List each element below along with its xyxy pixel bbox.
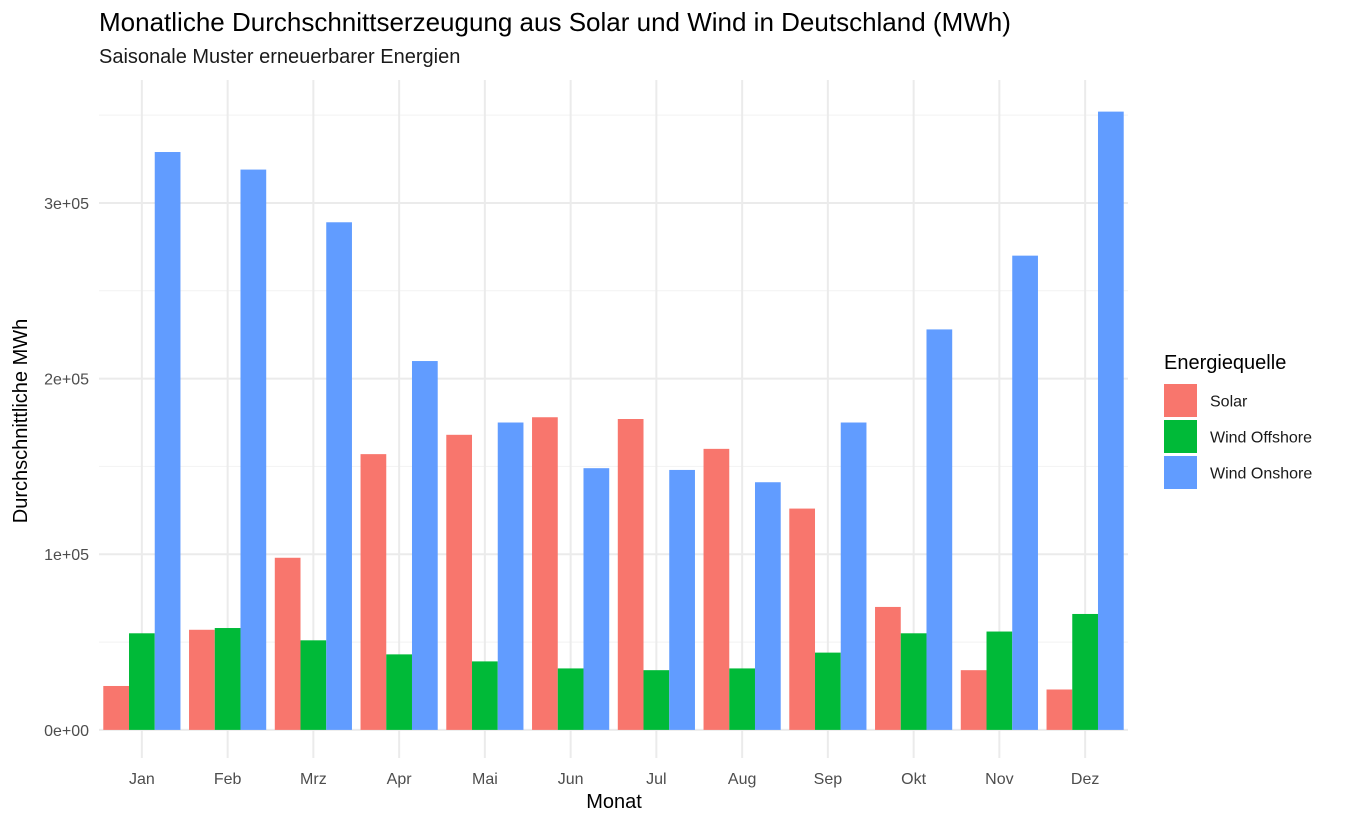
bar-solar-mai [446,434,473,730]
bar-wind-onshore-sep [840,422,867,730]
y-tick-label: 1e+05 [44,547,89,564]
bar-wind-onshore-dez [1097,111,1124,730]
bar-solar-apr [360,454,387,730]
legend: Energiequelle Solar Wind Offshore Wind Ons… [1164,352,1312,489]
legend-label: Wind Offshore [1210,430,1312,447]
bar-wind-offshore-jul [643,670,670,730]
bar-wind-onshore-jan [154,152,181,730]
bar-wind-offshore-dez [1072,613,1098,730]
bar-wind-offshore-aug [729,668,755,730]
legend-key-wind-onshore [1164,456,1197,489]
legend-key-solar [1164,384,1197,417]
bar-wind-onshore-nov [1012,255,1038,730]
legend-label: Solar [1210,394,1248,411]
bar-wind-offshore-jun [557,668,584,730]
legend-items: Solar Wind Offshore Wind Onshore [1164,384,1312,489]
chart-title: Monatliche Durchschnittserzeugung aus So… [99,7,1011,37]
x-axis-ticks: Jan Feb Mrz Apr Mai Jun Jul Aug Sep Okt Nov Dez [129,771,1099,788]
x-tick-label: Sep [814,771,843,788]
bar-solar-sep [789,508,816,730]
y-tick-label: 0e+00 [44,723,89,740]
x-tick-label: Aug [728,771,756,788]
bar-wind-offshore-sep [815,652,841,730]
bar-wind-onshore-aug [754,482,781,730]
bar-wind-offshore-apr [386,654,412,730]
x-tick-label: Jan [129,771,155,788]
bar-wind-onshore-feb [240,169,267,730]
bar-wind-offshore-nov [986,631,1013,730]
bar-solar-dez [1046,689,1073,730]
bar-wind-offshore-okt [900,633,927,730]
y-axis-title: Durchschnittliche MWh [10,319,32,524]
bars [103,111,1124,730]
legend-label: Wind Onshore [1210,466,1312,483]
bar-solar-aug [703,448,730,730]
bar-wind-onshore-jul [669,469,695,730]
y-axis-ticks: 0e+00 1e+05 2e+05 3e+05 [44,196,89,740]
bar-wind-offshore-jan [129,633,155,730]
bar-wind-onshore-mai [497,422,524,730]
y-tick-label: 2e+05 [44,372,89,389]
chart-subtitle: Saisonale Muster erneuerbarer Energien [99,46,460,68]
bar-wind-onshore-apr [411,361,438,730]
x-tick-label: Okt [901,771,926,788]
bar-wind-onshore-okt [926,329,953,730]
legend-key-wind-offshore [1164,420,1197,453]
x-tick-label: Dez [1071,771,1099,788]
x-tick-label: Feb [214,771,242,788]
bar-wind-offshore-feb [214,628,241,730]
bar-solar-feb [189,629,215,730]
legend-title: Energiequelle [1164,352,1286,374]
x-tick-label: Jun [558,771,584,788]
bar-solar-jan [103,685,130,730]
bar-wind-onshore-mrz [326,222,352,730]
bar-solar-okt [875,606,901,730]
bar-solar-mrz [274,557,301,730]
bar-solar-jun [532,417,558,730]
grid-lines [99,80,1128,758]
x-tick-label: Mrz [300,771,327,788]
x-tick-label: Apr [387,771,413,788]
bar-solar-nov [960,670,987,730]
x-tick-label: Jul [646,771,666,788]
x-tick-label: Nov [985,771,1013,788]
x-tick-label: Mai [472,771,498,788]
bar-wind-onshore-jun [583,468,610,730]
y-tick-label: 3e+05 [44,196,89,213]
bar-wind-offshore-mai [472,661,498,730]
bar-wind-offshore-mrz [300,640,327,730]
bar-solar-jul [617,419,644,730]
x-axis-title: Monat [586,791,642,813]
